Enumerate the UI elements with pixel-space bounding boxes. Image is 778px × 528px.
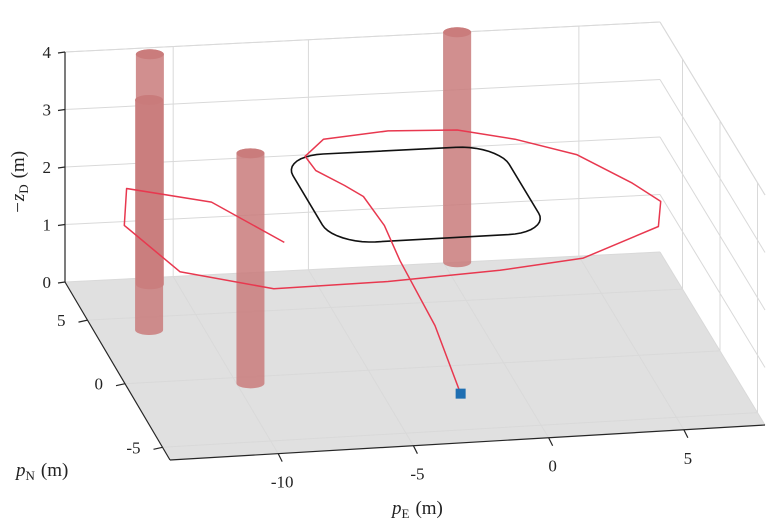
x-tick-mark <box>412 445 418 454</box>
z-tick-mark <box>57 166 66 169</box>
z-tick-mark <box>57 51 66 54</box>
grid-line-backwall-z <box>64 194 661 225</box>
obstacle-cylinder-top <box>135 49 164 60</box>
z-tick-mark <box>57 108 66 112</box>
y-axis-label: pN (m) <box>14 460 68 483</box>
z-tick-label: 3 <box>43 101 52 120</box>
grid-line-sidewall-z <box>659 194 766 368</box>
y-tick-mark <box>115 383 126 387</box>
z-tick-mark <box>57 223 66 227</box>
x-axis-label: pE (m) <box>390 498 443 521</box>
grid-line-top <box>64 21 661 53</box>
obstacle-cylinders <box>135 27 472 389</box>
obstacle-cylinder-top <box>443 27 472 38</box>
floor-plane <box>65 252 765 460</box>
x-tick-mark <box>277 453 283 462</box>
x-tick-label: -10 <box>271 473 294 492</box>
grid-line-sidewall-z <box>659 251 766 426</box>
start-marker-square <box>455 388 466 399</box>
axis-edge-x <box>169 424 766 461</box>
grid-line-floor-x <box>443 262 550 438</box>
z-tick-label: 2 <box>43 158 52 177</box>
obstacle-cylinder <box>135 49 164 290</box>
grid-line-sidewall-z <box>659 79 766 253</box>
x-tick-mark <box>683 429 689 439</box>
grid-line-floor-y <box>124 350 721 385</box>
y-tick-label: -5 <box>126 438 140 457</box>
axis-edge-y <box>64 281 171 461</box>
grid-line-floor-x <box>172 276 279 454</box>
grid-line-floor-y <box>162 412 758 448</box>
z-tick-label: 4 <box>43 43 52 62</box>
grid-line-floor-y <box>87 288 683 321</box>
reference-path-line <box>290 146 542 243</box>
x-tick-label: -5 <box>410 465 424 484</box>
axis-box-edges <box>57 51 766 462</box>
grid-line-floor-x <box>307 269 414 446</box>
x-tick-label: 5 <box>684 449 693 468</box>
grid-line-floor-x <box>578 255 685 431</box>
z-tick-label: 0 <box>43 273 52 292</box>
flight-trajectory <box>123 129 662 394</box>
floor-polygon <box>65 252 765 460</box>
y-tick-mark <box>78 319 88 323</box>
start-marker <box>455 388 466 399</box>
x-tick-mark <box>548 437 554 446</box>
z-tick-label: 1 <box>43 216 52 235</box>
obstacle-cylinder-top <box>236 148 265 159</box>
reference-path <box>290 146 542 243</box>
grid-line-sidewall-z <box>659 136 766 311</box>
y-tick-label: 5 <box>57 311 66 330</box>
flight-trajectory-line <box>123 129 662 394</box>
y-tick-label: 0 <box>95 375 104 394</box>
z-axis-label: −zD(m) <box>8 151 31 214</box>
grid-line-backwall-z <box>64 79 661 110</box>
grid-line-top <box>659 21 766 196</box>
x-tick-label: 0 <box>548 457 557 476</box>
y-tick-mark <box>153 446 163 450</box>
z-tick-mark <box>57 281 66 284</box>
obstacle-cylinder <box>236 148 265 389</box>
grid-line-backwall-z <box>64 251 661 283</box>
